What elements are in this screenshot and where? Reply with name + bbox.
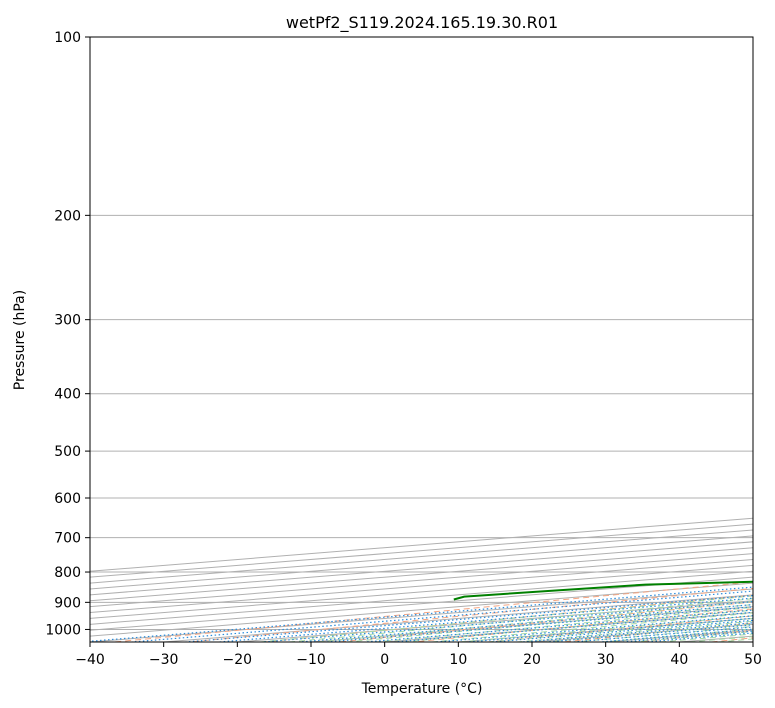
- moist-adiabat: [544, 623, 753, 642]
- x-axis-ticks: −40 −30 −20 −10 0 10 20 30 40 50: [75, 642, 762, 668]
- dry-adiabat: [407, 608, 753, 642]
- isotherm-line: [90, 547, 753, 602]
- mixing-ratio-line: [467, 617, 753, 642]
- isotherm-line: [90, 523, 753, 578]
- isotherm-line: [237, 600, 753, 642]
- isotherm-line: [458, 617, 753, 642]
- moist-adiabat: [689, 636, 753, 642]
- y-tick-label: 100: [54, 30, 81, 46]
- dry-adiabat: [557, 622, 753, 642]
- plot-frame: [89, 36, 754, 643]
- moist-adiabat: [289, 598, 753, 642]
- isotherm-line: [90, 570, 753, 625]
- moist-adiabat: [660, 633, 753, 642]
- y-axis-ticks: 100 200 300 400 500 600 700 800 900 1000: [45, 30, 90, 638]
- x-tick-label: 30: [597, 652, 615, 668]
- x-tick-label: 0: [380, 652, 389, 668]
- x-axis-label: Temperature (°C): [361, 681, 483, 697]
- x-tick-label: −30: [149, 652, 179, 668]
- isotherm-line: [90, 558, 753, 614]
- isotherm-line: [384, 612, 753, 642]
- y-tick-label: 800: [54, 565, 81, 581]
- y-tick-label: 600: [54, 491, 81, 507]
- x-tick-label: 40: [670, 652, 688, 668]
- moist-adiabat: [260, 595, 753, 642]
- mixing-ratio-lines: [90, 586, 753, 642]
- isotherm-line: [679, 635, 753, 642]
- mixing-ratio-line: [365, 609, 753, 642]
- mixing-ratio-line: [185, 594, 753, 642]
- x-tick-label: −20: [223, 652, 253, 668]
- isotherm-line: [90, 529, 753, 584]
- x-tick-label: 20: [523, 652, 541, 668]
- moist-adiabat: [403, 609, 753, 642]
- isotherm-line: [90, 576, 753, 631]
- y-tick-label: 300: [54, 313, 81, 329]
- chart-title: wetPf2_S119.2024.165.19.30.R01: [286, 13, 558, 33]
- x-tick-label: 50: [744, 652, 762, 668]
- isotherm-line: [90, 535, 753, 590]
- x-tick-label: −10: [296, 652, 326, 668]
- dry-adiabat: [108, 581, 753, 642]
- x-tick-label: −40: [75, 652, 105, 668]
- isotherm-line: [90, 553, 753, 608]
- y-tick-label: 400: [54, 387, 81, 403]
- isotherm-line: [531, 623, 753, 642]
- dewpoint-line: [453, 580, 753, 601]
- moist-adiabat: [459, 615, 753, 642]
- pressure-gridlines: [90, 37, 753, 630]
- isotherm-line: [90, 517, 753, 572]
- y-tick-label: 200: [54, 208, 81, 224]
- y-axis-label: Pressure (hPa): [12, 290, 28, 390]
- isotherm-line: [752, 641, 753, 642]
- isotherm-line: [90, 564, 753, 619]
- isotherm-lines: [90, 517, 753, 642]
- x-tick-label: 10: [449, 652, 467, 668]
- isotherm-line: [163, 594, 753, 642]
- dry-adiabat: [706, 637, 753, 642]
- y-tick-label: 700: [54, 531, 81, 547]
- sounding-series: [453, 580, 753, 601]
- y-tick-label: 500: [54, 444, 81, 460]
- plot-area: 0.10.20.40.611.52346810131620253036-100-…: [90, 37, 753, 642]
- isotherm-line: [90, 541, 753, 596]
- dry-adiabat-lines: [108, 581, 753, 642]
- y-tick-label: 900: [54, 595, 81, 611]
- y-tick-label: 1000: [45, 622, 81, 638]
- isotherm-line: [90, 588, 753, 642]
- moist-adiabat-lines: [260, 595, 753, 642]
- isotherm-line: [90, 582, 753, 637]
- moist-adiabat: [718, 638, 753, 642]
- moist-adiabat: [602, 628, 753, 642]
- mixing-ratio-line: [299, 604, 753, 642]
- moist-adiabat: [573, 625, 753, 642]
